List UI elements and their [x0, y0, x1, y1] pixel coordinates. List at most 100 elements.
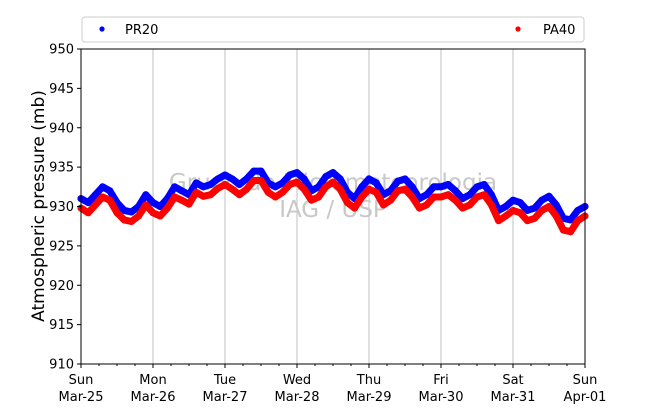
x-tick-label-day: Thu [356, 373, 381, 388]
x-tick-label-date: Mar-29 [347, 390, 392, 405]
data-point [307, 196, 315, 204]
y-tick-label: 920 [49, 279, 74, 294]
data-point [473, 193, 481, 201]
data-point [120, 216, 128, 224]
data-point [437, 183, 445, 191]
data-point [207, 191, 215, 199]
data-point [99, 183, 107, 191]
x-tick-label-date: Mar-27 [203, 390, 248, 405]
data-point [473, 183, 481, 191]
data-point [401, 175, 409, 183]
data-point [430, 193, 438, 201]
data-point [451, 187, 459, 195]
data-point [509, 196, 517, 204]
data-point [394, 187, 402, 195]
data-point [149, 209, 157, 217]
data-point [365, 185, 373, 193]
data-point [343, 199, 351, 207]
y-tick-label: 925 [49, 239, 74, 254]
data-point [502, 212, 510, 220]
data-point [451, 196, 459, 204]
data-point [221, 171, 229, 179]
data-point [387, 196, 395, 204]
data-point [538, 196, 546, 204]
data-point [142, 191, 150, 199]
data-point [466, 201, 474, 209]
data-point [250, 167, 258, 175]
data-point [372, 179, 380, 187]
data-point [120, 206, 128, 214]
data-point [228, 185, 236, 193]
data-point [408, 193, 416, 201]
x-axis: Sun Mar-25 Mon Mar-26 Tue Mar-27 Wed Mar-28 Thu M… [59, 364, 607, 405]
data-point [516, 199, 524, 207]
x-tick-label-date: Mar-28 [275, 390, 320, 405]
data-point [408, 183, 416, 191]
x-tick-label-date: Apr-01 [564, 390, 607, 405]
data-point [487, 201, 495, 209]
data-point [574, 206, 582, 214]
data-point [257, 177, 265, 185]
legend-box [81, 16, 585, 43]
data-point [538, 206, 546, 214]
data-point [271, 193, 279, 201]
x-tick-label-date: Mar-30 [419, 390, 464, 405]
data-point [178, 196, 186, 204]
data-point [322, 173, 330, 181]
data-point [235, 191, 243, 199]
data-point [358, 183, 366, 191]
data-point [250, 177, 258, 185]
data-point [545, 203, 553, 210]
data-point [192, 188, 200, 196]
data-point [243, 175, 251, 183]
data-point [293, 178, 301, 186]
data-point [552, 212, 560, 220]
legend-marker-pa40 [515, 26, 521, 32]
data-point [185, 200, 193, 208]
x-tick-label-day: Sun [69, 373, 94, 388]
data-point [509, 206, 517, 214]
data-point [221, 180, 229, 188]
data-point [286, 180, 294, 188]
data-point [358, 193, 366, 201]
legend-marker-pr20 [99, 26, 105, 32]
data-point [178, 187, 186, 195]
data-point [559, 226, 567, 234]
data-point [91, 191, 99, 199]
series-layer [77, 167, 589, 236]
data-point [336, 175, 344, 183]
data-point [531, 204, 539, 212]
data-point [279, 179, 287, 187]
x-tick-label-day: Sun [573, 373, 598, 388]
data-point [142, 201, 150, 209]
data-point [300, 175, 308, 183]
data-point [437, 193, 445, 201]
data-point [279, 188, 287, 196]
data-point [171, 183, 179, 191]
data-point [322, 183, 330, 191]
y-tick-label: 930 [49, 200, 74, 215]
data-point [199, 192, 207, 200]
y-tick-label: 950 [49, 43, 74, 58]
data-point [192, 179, 200, 187]
data-point [207, 180, 215, 188]
data-point [336, 185, 344, 193]
data-point [271, 183, 279, 191]
grid-lines [152, 49, 514, 364]
data-point [423, 201, 431, 209]
data-point [531, 214, 539, 222]
data-point [567, 228, 575, 236]
watermark-line-2: IAG / USP [279, 197, 387, 223]
legend: PR20 PA40 [81, 16, 585, 43]
y-axis-title: Atmospheric pressure (mb) [29, 90, 49, 322]
data-point [502, 203, 510, 210]
data-point [315, 193, 323, 201]
data-point [300, 185, 308, 193]
data-point [495, 217, 503, 225]
x-tick-label-date: Mar-31 [491, 390, 536, 405]
data-point [480, 180, 488, 188]
data-point [171, 193, 179, 201]
y-tick-label: 945 [49, 82, 74, 97]
data-point [365, 175, 373, 183]
y-tick-label: 915 [49, 318, 74, 333]
